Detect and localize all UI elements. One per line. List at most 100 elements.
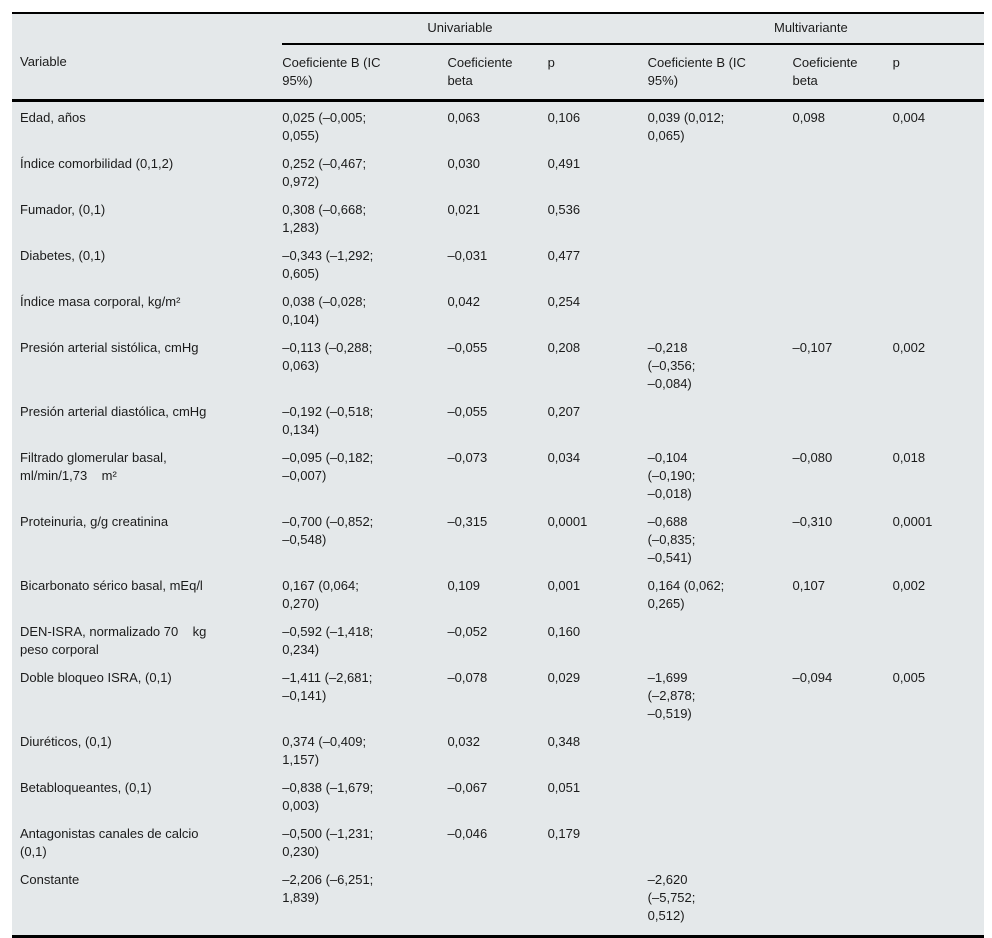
variable-cell: DEN-ISRA, normalizado 70 kg peso corpora… [20,624,207,657]
variable-cell: Bicarbonato sérico basal, mEq/l [20,578,203,593]
uni-b-cell: –0,192 (–0,518; 0,134) [282,404,374,437]
column-header-uni-b: Coeficiente B (IC 95%) [282,44,448,102]
table-row: Fumador, (0,1) 0,308 (–0,668; 1,283) 0,021… [12,196,984,242]
uni-p-cell: 0,179 [547,826,581,841]
multi-p-cell [893,196,984,242]
column-header-multi-beta: Coeficiente beta [792,44,893,102]
column-header-multi-b: Coeficiente B (IC 95%) [647,44,793,102]
multi-b-cell [648,820,793,866]
multi-b-cell: 0,039 (0,012; 0,065) [647,110,725,143]
table-body: Edad, años 0,025 (–0,005; 0,055) 0,063 0,10… [12,101,984,938]
uni-p-cell: 0,207 [547,404,581,419]
uni-beta-cell: –0,078 [447,670,488,685]
variable-cell: Filtrado glomerular basal, ml/min/1,73 m… [20,450,167,483]
multi-b-cell [648,774,793,820]
uni-p-cell: 0,491 [547,156,581,171]
uni-b-cell: –0,113 (–0,288; 0,063) [282,340,373,373]
variable-cell: Fumador, (0,1) [20,202,106,217]
multi-p-cell [892,866,984,938]
variable-cell: Índice comorbilidad (0,1,2) [20,156,174,171]
multi-p-cell [893,820,984,866]
multi-b-cell [648,196,793,242]
uni-b-cell: –0,500 (–1,231; 0,230) [282,826,374,859]
multi-p-cell: 0,004 [892,110,926,125]
uni-b-cell: –0,592 (–1,418; 0,234) [282,624,374,657]
multi-beta-cell [792,288,892,334]
multi-beta-cell: –0,310 [792,514,833,529]
uni-b-cell: –0,343 (–1,292; 0,605) [282,248,374,281]
table-row: Índice comorbilidad (0,1,2) 0,252 (–0,467… [12,150,984,196]
column-header-row: Variable Coeficiente B (IC 95%) Coeficie… [12,44,984,102]
uni-beta-cell: 0,032 [447,734,480,749]
uni-b-cell: 0,374 (–0,409; 1,157) [282,734,367,767]
column-header-uni-beta: Coeficiente beta [447,44,548,102]
uni-b-cell: 0,252 (–0,467; 0,972) [282,156,367,189]
uni-beta-cell: 0,063 [447,110,480,125]
uni-b-cell: 0,167 (0,064; 0,270) [282,578,359,611]
uni-p-cell: 0,106 [547,110,581,125]
uni-beta-cell: –0,055 [447,340,488,355]
variable-cell: Presión arterial sistólica, cmHg [20,340,199,355]
group-header-univariable: Univariable [282,12,648,45]
uni-p-cell: 0,536 [547,202,581,217]
table-row: Proteinuria, g/g creatinina –0,700 (–0,85… [12,508,984,572]
table-row: DEN-ISRA, normalizado 70 kg peso corpora… [12,618,984,664]
uni-b-cell: –0,838 (–1,679; 0,003) [282,780,374,813]
uni-p-cell: 0,348 [547,734,581,749]
group-header-spacer [12,12,283,44]
uni-p-cell: 0,034 [547,450,581,465]
variable-cell: Proteinuria, g/g creatinina [20,514,169,529]
multi-beta-cell: 0,107 [792,578,826,593]
multi-beta-cell: –0,094 [792,670,833,685]
uni-p-cell: 0,477 [547,248,581,263]
uni-b-cell: 0,308 (–0,668; 1,283) [282,202,367,235]
table-row: Filtrado glomerular basal, ml/min/1,73 m… [12,444,984,508]
multi-p-cell: 0,018 [892,450,926,465]
uni-p-cell: 0,001 [547,578,581,593]
table-row: Presión arterial diastólica, cmHg –0,192 … [12,398,984,444]
uni-b-cell: –0,095 (–0,182; –0,007) [282,450,374,483]
uni-beta-cell: –0,055 [447,404,488,419]
uni-b-cell: –0,700 (–0,852; –0,548) [282,514,374,547]
multi-p-cell [893,774,984,820]
multi-beta-cell [792,728,892,774]
column-header-multi-p: p [892,44,984,102]
multi-b-cell: –2,620 (–5,752; 0,512) [647,866,793,938]
uni-beta-cell: –0,052 [447,624,488,639]
multi-beta-cell [792,866,893,938]
regression-table: Univariable Multivariante Variable Coefi… [12,12,984,938]
table-row: Bicarbonato sérico basal, mEq/l 0,167 (0,… [12,572,984,618]
multi-b-cell: –1,699 (–2,878; –0,519) [647,670,696,721]
variable-cell: Diabetes, (0,1) [20,248,106,263]
table-row: Antagonistas canales de calcio (0,1) –0,5… [12,820,984,866]
uni-p-cell: 0,160 [547,624,581,639]
multi-b-cell [648,398,793,444]
table-row: Índice masa corporal, kg/m² 0,038 (–0,028… [12,288,984,334]
multi-b-cell: –0,688 (–0,835; –0,541) [647,514,696,565]
table-row: Diabetes, (0,1) –0,343 (–1,292; 0,605) –0,… [12,242,984,288]
variable-cell: Diuréticos, (0,1) [20,734,112,749]
multi-b-cell: –0,104 (–0,190; –0,018) [647,450,696,501]
multi-beta-cell [792,774,892,820]
uni-b-cell: –1,411 (–2,681; –0,141) [282,670,373,703]
multi-beta-cell [792,242,892,288]
uni-beta-cell: –0,031 [447,248,488,263]
multi-b-cell [648,728,793,774]
uni-beta-cell [447,866,548,938]
multi-beta-cell [792,150,892,196]
multi-beta-cell: –0,107 [792,340,833,355]
uni-b-cell: 0,025 (–0,005; 0,055) [282,110,367,143]
column-header-uni-p: p [547,44,648,102]
column-header-variable: Variable [12,44,283,102]
uni-p-cell: 0,029 [547,670,581,685]
multi-p-cell: 0,002 [892,340,926,355]
multi-beta-cell: –0,080 [792,450,833,465]
uni-p-cell: 0,208 [547,340,581,355]
table-header: Univariable Multivariante Variable Coefi… [12,12,984,102]
multi-p-cell: 0,002 [892,578,926,593]
variable-cell: Índice masa corporal, kg/m² [20,294,181,309]
uni-beta-cell: –0,067 [447,780,488,795]
multi-beta-cell: 0,098 [792,110,826,125]
variable-cell: Betabloqueantes, (0,1) [20,780,152,795]
multi-p-cell [893,288,984,334]
